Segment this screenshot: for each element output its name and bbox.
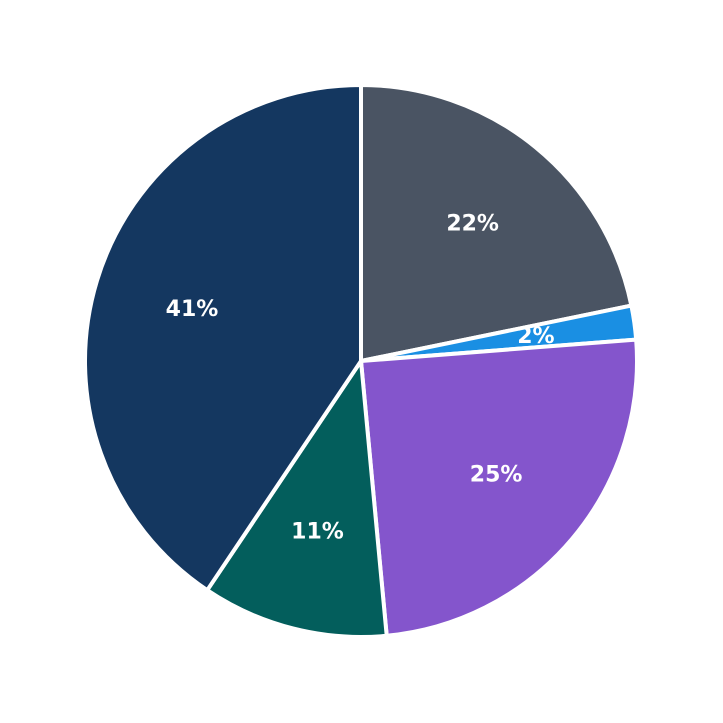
pie-slice-1 <box>359 83 634 363</box>
pie-slice-label-4: 11% <box>291 520 344 545</box>
pie-slice-label-5: 41% <box>166 297 219 322</box>
pie-slice-label-3: 25% <box>470 462 523 487</box>
pie-slice-4 <box>205 359 389 639</box>
pie-labels: 22% 2% 25% 11% 41% <box>166 212 555 545</box>
pie-slice-label-1: 22% <box>446 212 499 237</box>
pie-slice-label-2: 2% <box>517 324 554 349</box>
pie-slice-3 <box>359 337 639 638</box>
pie-slices <box>83 83 639 639</box>
pie-slice-5 <box>83 83 363 593</box>
